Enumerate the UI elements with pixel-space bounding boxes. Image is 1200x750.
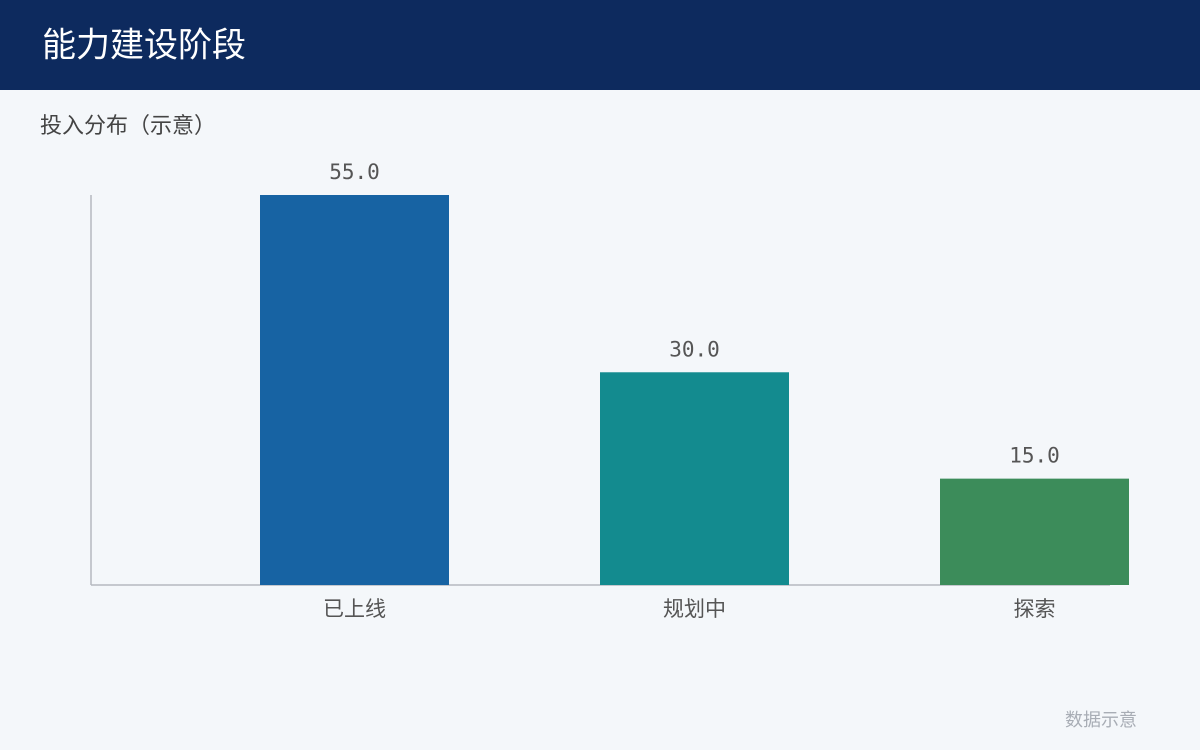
footer-note: 数据示意 [1065,710,1137,731]
bar [600,372,789,585]
value-label: 55.0 [329,160,380,184]
x-tick-label: 规划中 [663,597,726,621]
page-title: 能力建设阶段 [42,26,246,66]
header-bar [0,0,1200,90]
value-label: 15.0 [1009,444,1060,468]
value-label: 30.0 [669,337,720,361]
x-tick-label: 探索 [1014,597,1056,621]
x-tick-label: 已上线 [323,597,386,621]
bar [260,195,449,585]
chart-title: 投入分布（示意） [40,114,216,139]
bar [940,478,1129,585]
